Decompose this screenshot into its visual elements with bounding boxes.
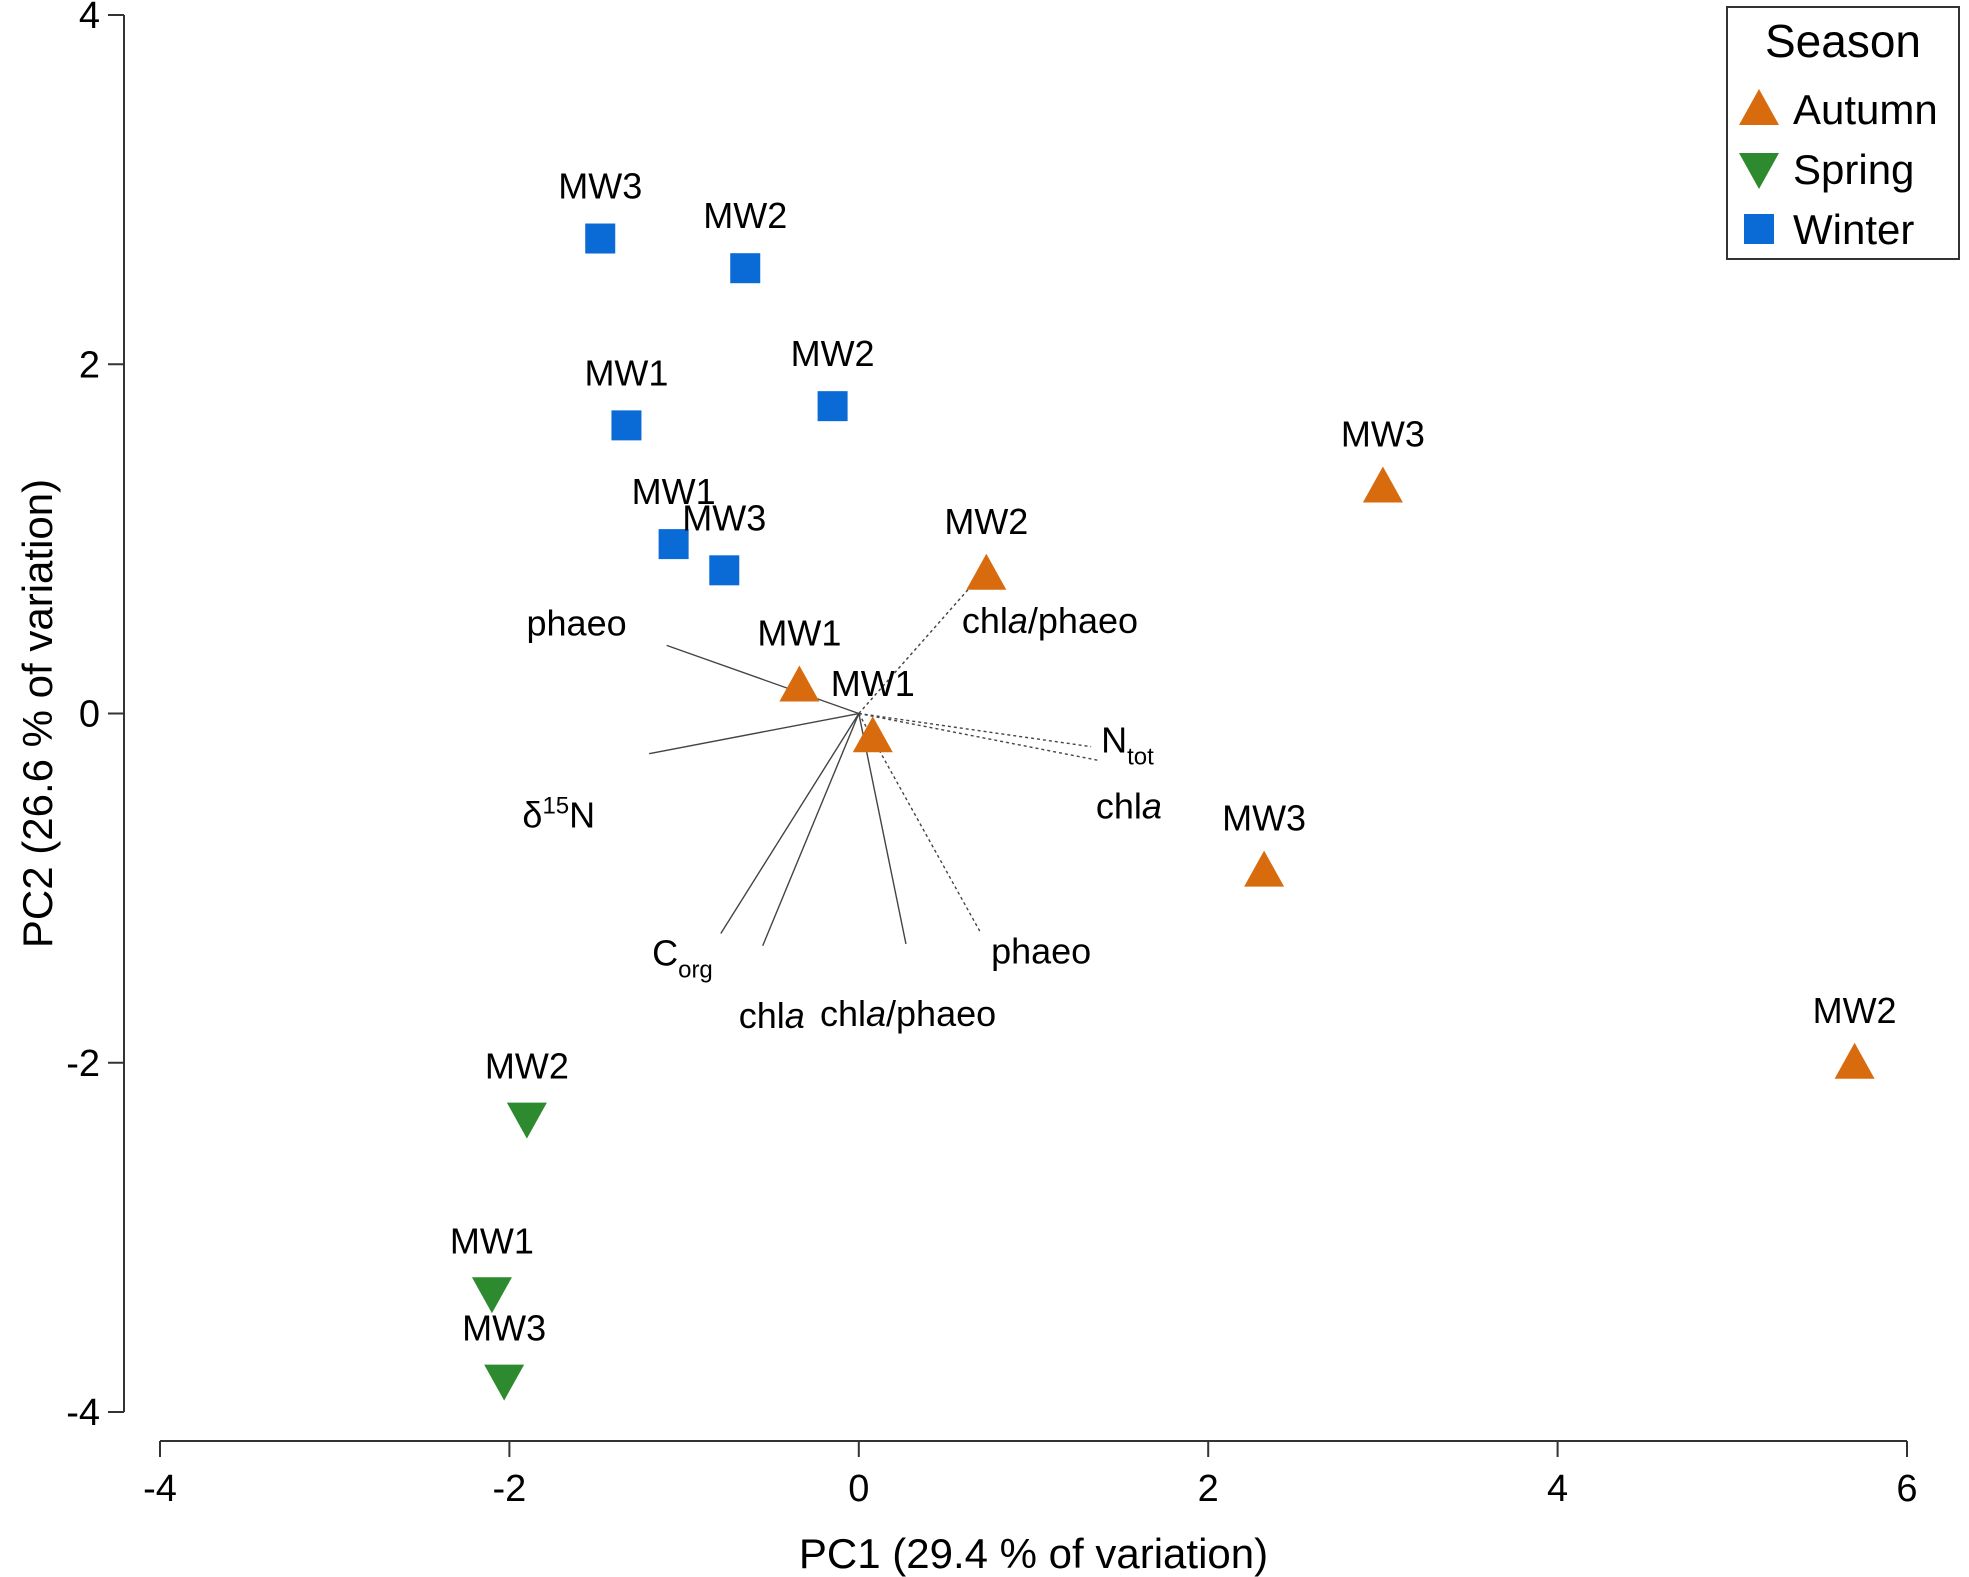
legend-entry-label: Autumn	[1793, 86, 1938, 133]
winter-square-marker	[658, 529, 689, 560]
spring-triangle-marker	[506, 1102, 547, 1139]
y-tick-label: 2	[79, 344, 100, 386]
loading-vectors: phaeo δ15N Corg chla chla/phaeo phaeo chla/pha…	[522, 580, 1162, 1036]
axes: -4 -2 0 2 4 6 -4 -2 0 2 4 PC1 (29.4 % of variation)…	[14, 0, 1918, 1577]
point-label: MW3	[462, 1308, 546, 1349]
loading-vector-line	[666, 644, 860, 715]
autumn-triangle-marker	[1362, 466, 1403, 503]
y-tick-label: 4	[79, 0, 100, 37]
spring-triangle-marker	[1739, 153, 1779, 189]
loading-vector-label: phaeo	[527, 602, 627, 643]
legend-entry-label: Spring	[1793, 146, 1914, 193]
legend-entry-label: Winter	[1793, 206, 1914, 253]
point-label: MW1	[831, 663, 915, 704]
loading-vector-line	[649, 712, 859, 755]
x-tick-label: 2	[1198, 1468, 1219, 1510]
spring-triangle-marker	[471, 1277, 512, 1314]
x-tick-label: 4	[1547, 1468, 1568, 1510]
point-label: MW2	[485, 1046, 569, 1087]
point-label: MW3	[682, 497, 766, 538]
point-label: MW1	[584, 352, 668, 393]
loading-vector-label: δ15N	[522, 793, 595, 836]
point-label: MW2	[703, 195, 787, 236]
loading-vector-line	[858, 712, 1092, 748]
loading-vector-line	[858, 712, 1101, 762]
loading-vector-label: chla/phaeo	[962, 600, 1138, 641]
winter-square-marker	[585, 223, 616, 254]
autumn-triangle-marker	[1834, 1042, 1875, 1079]
point-label: MW3	[558, 166, 642, 207]
y-tick-label: 0	[79, 694, 100, 736]
legend-title: Season	[1765, 15, 1921, 67]
winter-square-marker	[611, 410, 642, 441]
point-label: MW1	[450, 1220, 534, 1261]
y-tick-label: -4	[66, 1392, 100, 1434]
winter-square-marker	[730, 253, 761, 284]
y-tick-label: -2	[66, 1043, 100, 1085]
autumn-triangle-marker	[1244, 850, 1285, 887]
autumn-triangle-marker	[966, 553, 1007, 590]
x-tick-label: 6	[1896, 1468, 1917, 1510]
legend: Season Autumn Spring Winter	[1726, 6, 1960, 260]
x-tick-label: -4	[143, 1468, 177, 1510]
loading-vector-label: chla	[739, 995, 805, 1036]
loading-vector-label: phaeo	[991, 931, 1091, 972]
loading-vector-label: Corg	[652, 933, 713, 984]
autumn-triangle-marker	[852, 716, 893, 753]
point-label: MW1	[632, 471, 716, 512]
point-label: MW2	[1813, 990, 1897, 1031]
loading-vector-label: chla/phaeo	[820, 993, 996, 1034]
x-tick-label: 0	[848, 1468, 869, 1510]
loading-vector-label: Ntot	[1101, 720, 1154, 771]
point-label: MW2	[791, 333, 875, 374]
winter-square-marker	[709, 555, 740, 586]
winter-square-marker	[1744, 214, 1774, 244]
autumn-triangle-marker	[1739, 89, 1779, 125]
x-tick-label: -2	[493, 1468, 527, 1510]
autumn-triangle-marker	[779, 665, 820, 702]
point-label: MW2	[944, 501, 1028, 542]
spring-triangle-marker	[484, 1364, 525, 1401]
point-label: MW3	[1341, 413, 1425, 454]
point-label: MW1	[757, 613, 841, 654]
winter-square-marker	[817, 391, 848, 422]
loading-vector-line	[720, 713, 860, 934]
x-axis-label: PC1 (29.4 % of variation)	[799, 1530, 1268, 1577]
y-axis-label: PC2 (26.6 % of variation)	[14, 479, 61, 948]
loading-vector-label: chla	[1096, 786, 1162, 827]
loading-vector-line	[762, 713, 860, 947]
point-label: MW3	[1222, 798, 1306, 839]
